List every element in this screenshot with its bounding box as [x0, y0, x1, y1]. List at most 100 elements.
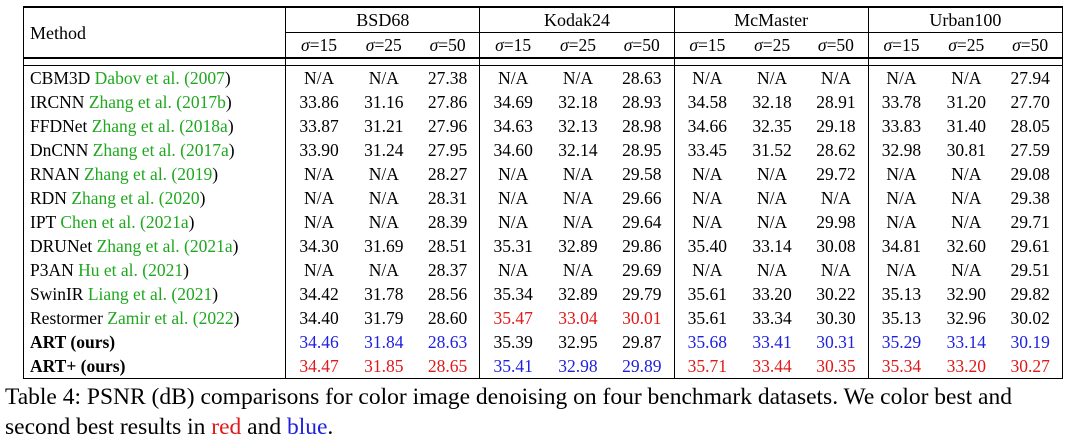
table-row: ART+ (ours) 34.47 31.85 28.65 35.41 32.98 29.8… [22, 354, 1064, 379]
value-cell: 35.68 [687, 332, 727, 352]
table-row: Restormer Zamir et al. (2022) 34.40 31.79 2… [22, 306, 1064, 330]
citation-close: ) [212, 164, 219, 184]
method-name: Restormer [30, 308, 103, 328]
value-cell: 28.63 [415, 330, 481, 354]
sigma-header: σ=25 [934, 32, 999, 59]
citation-year[interactable]: 2007 [189, 68, 225, 88]
table-row: CBM3D Dabov et al. (2007) N/A N/A 27.38 N/A N… [22, 65, 1064, 90]
value-cell: 35.47 [493, 308, 533, 328]
citation-link[interactable]: Zhang et al. ( [88, 92, 183, 112]
value-cell: 32.98 [881, 140, 922, 160]
value-cell: 29.82 [998, 282, 1064, 306]
value-cell: 33.44 [740, 354, 805, 379]
value-cell: 28.98 [609, 114, 675, 138]
method-name: DRUNet [30, 236, 93, 256]
citation-year[interactable]: 2021 [177, 284, 213, 304]
dataset-header: Urban100 [868, 6, 1064, 33]
value-cell: 30.22 [804, 282, 869, 306]
method-cell: SwinIR Liang et al. (2021) [22, 282, 287, 306]
value-cell: N/A [562, 164, 594, 184]
citation-link[interactable]: Hu et al. ( [78, 260, 149, 280]
value-cell: 34.58 [687, 92, 727, 112]
citation-year[interactable]: 2021 [148, 260, 184, 280]
value-cell: 28.60 [415, 306, 481, 330]
value-cell: 30.02 [998, 306, 1064, 330]
table-row: P3AN Hu et al. (2021) N/A N/A 28.37 N/A N/A 29… [22, 258, 1064, 282]
caption-text: and [241, 414, 287, 440]
value-cell: 34.60 [493, 140, 533, 160]
value-cell: 35.31 [493, 236, 533, 256]
value-cell: 31.85 [351, 354, 416, 379]
sigma-header: σ=25 [740, 32, 805, 59]
value-cell: N/A [804, 186, 869, 210]
citation-link[interactable]: Zamir et al. ( [107, 308, 199, 328]
citation-year[interactable]: 2022 [198, 308, 234, 328]
citation-link[interactable]: Zhang et al. ( [71, 188, 165, 208]
citation-close: ) [232, 236, 239, 256]
value-cell: 32.60 [946, 236, 986, 256]
value-cell: 30.01 [609, 306, 675, 330]
value-cell: 32.98 [545, 354, 610, 379]
value-cell: N/A [498, 164, 529, 184]
value-cell: N/A [498, 212, 529, 232]
citation-year[interactable]: 2020 [164, 188, 200, 208]
citation-link[interactable]: Zhang et al. ( [91, 116, 186, 136]
sigma-header: σ=25 [545, 32, 610, 59]
dataset-header: BSD68 [285, 6, 481, 33]
value-cell: N/A [757, 164, 788, 184]
method-name: DnCNN [30, 140, 89, 160]
method-name: SwinIR [30, 284, 84, 304]
value-cell: 31.40 [946, 116, 986, 136]
citation-year[interactable]: 2019 [177, 164, 213, 184]
citation-link[interactable]: Liang et al. ( [87, 284, 178, 304]
value-cell: 29.87 [609, 330, 675, 354]
value-cell: N/A [368, 164, 399, 184]
method-cell: DnCNN Zhang et al. (2017a) [22, 138, 287, 162]
method-cell: ART+ (ours) [22, 354, 287, 379]
value-cell: 28.93 [609, 90, 675, 114]
citation-year[interactable]: 2017b [182, 92, 226, 112]
value-cell: 28.62 [804, 138, 869, 162]
value-cell: 35.34 [493, 284, 533, 304]
citation-link[interactable]: Zhang et al. ( [92, 140, 187, 160]
value-cell: N/A [562, 212, 594, 232]
value-cell: N/A [757, 260, 788, 280]
value-cell: 30.35 [804, 354, 869, 379]
citation-close: ) [227, 116, 234, 136]
citation-year[interactable]: 2018a [185, 116, 228, 136]
value-cell: 30.81 [946, 140, 986, 160]
table-row: IPT Chen et al. (2021a) N/A N/A 28.39 N/A N/A… [22, 210, 1064, 234]
method-name: RDN [30, 188, 67, 208]
value-cell: 35.13 [881, 284, 922, 304]
citation-link[interactable]: Zhang et al. ( [83, 164, 178, 184]
value-cell: 31.20 [946, 92, 986, 112]
value-cell: 34.69 [493, 92, 533, 112]
citation-year[interactable]: 2021a [189, 236, 233, 256]
value-cell: N/A [951, 260, 982, 280]
value-cell: 31.84 [364, 332, 404, 352]
value-cell: 29.66 [609, 186, 675, 210]
citation-link[interactable]: Chen et al. ( [60, 212, 146, 232]
value-cell: N/A [303, 68, 335, 88]
citation-link[interactable]: Zhang et al. ( [96, 236, 190, 256]
value-cell: 32.14 [558, 140, 598, 160]
citation-close: ) [224, 68, 231, 88]
value-cell: 35.71 [674, 354, 741, 379]
value-cell: 33.45 [687, 140, 727, 160]
value-cell: 35.40 [687, 236, 727, 256]
citation-link[interactable]: Dabov et al. ( [94, 68, 190, 88]
value-cell: N/A [562, 68, 594, 88]
value-cell: 33.20 [934, 354, 999, 379]
sigma-header: σ=15 [479, 32, 546, 59]
value-cell: 33.14 [752, 236, 792, 256]
citation-year[interactable]: 2021a [145, 212, 189, 232]
value-cell: 33.14 [946, 332, 986, 352]
method-cell: FFDNet Zhang et al. (2018a) [22, 114, 287, 138]
citation-year[interactable]: 2017a [186, 140, 229, 160]
method-name: ART+ (ours) [30, 356, 126, 376]
method-cell: CBM3D Dabov et al. (2007) [22, 65, 287, 90]
value-cell: N/A [886, 68, 917, 88]
sigma-header: σ=15 [285, 32, 352, 59]
value-cell: 28.27 [415, 162, 481, 186]
value-cell: 32.13 [558, 116, 598, 136]
